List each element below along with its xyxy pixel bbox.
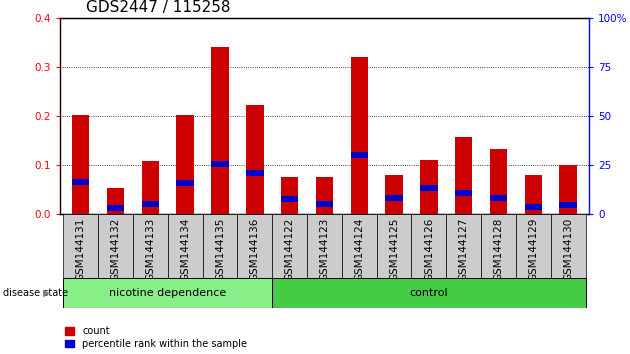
Text: control: control: [410, 288, 448, 298]
Bar: [316, 177, 333, 214]
Bar: [386, 175, 403, 214]
Bar: [211, 47, 229, 214]
Text: GSM144125: GSM144125: [389, 217, 399, 281]
Text: GSM144126: GSM144126: [424, 217, 434, 281]
Text: GSM144122: GSM144122: [285, 217, 295, 281]
Bar: [142, 161, 159, 214]
Bar: [211, 161, 229, 166]
FancyBboxPatch shape: [377, 214, 411, 278]
Bar: [525, 175, 542, 214]
FancyBboxPatch shape: [203, 214, 238, 278]
Bar: [386, 195, 403, 201]
FancyBboxPatch shape: [516, 214, 551, 278]
Bar: [559, 165, 577, 214]
Text: GSM144127: GSM144127: [459, 217, 469, 281]
Text: GSM144123: GSM144123: [319, 217, 329, 281]
Text: GSM144124: GSM144124: [354, 217, 364, 281]
Bar: [176, 180, 194, 186]
Bar: [246, 171, 263, 176]
Bar: [490, 195, 507, 201]
FancyBboxPatch shape: [342, 214, 377, 278]
Text: GSM144134: GSM144134: [180, 217, 190, 281]
Bar: [316, 201, 333, 207]
FancyBboxPatch shape: [551, 214, 585, 278]
Bar: [490, 149, 507, 214]
Bar: [420, 160, 438, 214]
Bar: [525, 204, 542, 210]
Text: GSM144132: GSM144132: [110, 217, 120, 281]
Bar: [350, 57, 368, 214]
FancyBboxPatch shape: [307, 214, 342, 278]
FancyBboxPatch shape: [64, 214, 98, 278]
Bar: [455, 190, 472, 196]
Bar: [107, 205, 124, 211]
Bar: [281, 177, 299, 214]
Bar: [72, 115, 89, 214]
Legend: count, percentile rank within the sample: count, percentile rank within the sample: [65, 326, 247, 349]
Bar: [281, 196, 299, 202]
Text: GSM144136: GSM144136: [250, 217, 260, 281]
FancyBboxPatch shape: [133, 214, 168, 278]
Text: GSM144135: GSM144135: [215, 217, 225, 281]
Text: GSM144131: GSM144131: [76, 217, 86, 281]
Bar: [72, 179, 89, 185]
FancyBboxPatch shape: [481, 214, 516, 278]
Bar: [559, 202, 577, 208]
Text: nicotine dependence: nicotine dependence: [109, 288, 226, 298]
FancyBboxPatch shape: [98, 214, 133, 278]
FancyBboxPatch shape: [272, 214, 307, 278]
Text: GDS2447 / 115258: GDS2447 / 115258: [86, 0, 231, 15]
Bar: [420, 185, 438, 191]
FancyBboxPatch shape: [64, 278, 272, 308]
FancyBboxPatch shape: [446, 214, 481, 278]
Text: disease state: disease state: [3, 288, 68, 298]
Bar: [350, 152, 368, 158]
FancyBboxPatch shape: [168, 214, 203, 278]
Text: GSM144133: GSM144133: [146, 217, 156, 281]
Bar: [246, 105, 263, 214]
Text: GSM144129: GSM144129: [529, 217, 539, 281]
Bar: [107, 188, 124, 214]
FancyBboxPatch shape: [238, 214, 272, 278]
Text: ▶: ▶: [43, 288, 50, 298]
FancyBboxPatch shape: [272, 278, 585, 308]
Bar: [455, 137, 472, 214]
Text: GSM144128: GSM144128: [493, 217, 503, 281]
Text: GSM144130: GSM144130: [563, 217, 573, 281]
Bar: [176, 115, 194, 214]
Bar: [142, 201, 159, 207]
FancyBboxPatch shape: [411, 214, 446, 278]
